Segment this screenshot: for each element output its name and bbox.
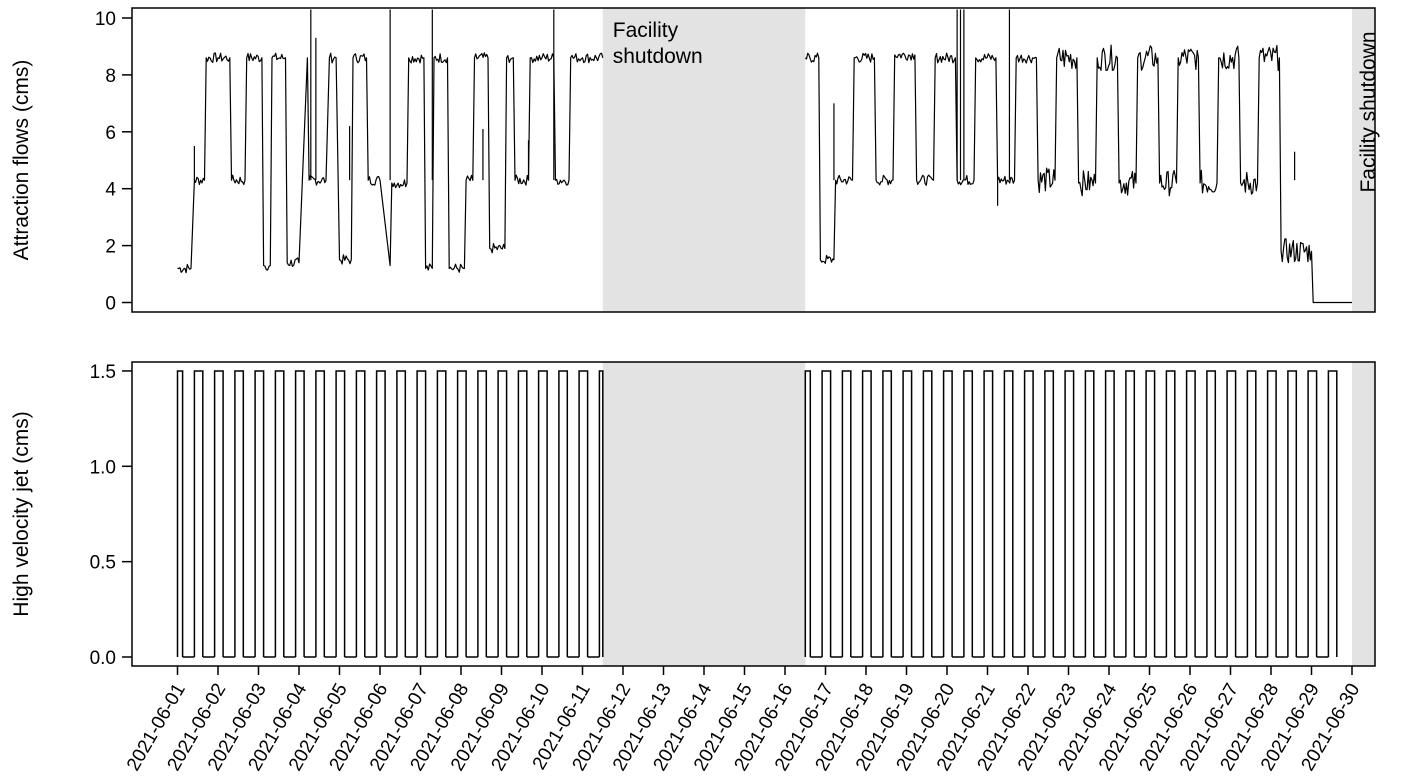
bottom-y-tick-label-0.0: 0.0 <box>90 648 116 669</box>
jet-on-pulse-33 <box>1003 370 1014 657</box>
jet-on-pulse-9 <box>335 370 346 657</box>
jet-on-pulse-36 <box>1064 370 1075 657</box>
bottom-y-tick-label-1.5: 1.5 <box>90 362 116 383</box>
jet-on-pulse-32 <box>983 370 994 657</box>
jet-on-pulse-34 <box>1023 370 1034 657</box>
jet-on-pulse-37 <box>1084 370 1095 657</box>
jet-on-pulse-46 <box>1266 370 1277 657</box>
jet-on-pulse-45 <box>1246 370 1257 657</box>
jet-on-pulse-30 <box>942 370 953 657</box>
jet-on-pulse-44 <box>1226 370 1237 657</box>
attraction-flow-series-2 <box>804 44 1352 304</box>
jet-on-pulse-28 <box>902 370 913 657</box>
jet-on-pulse-3 <box>213 370 224 657</box>
attraction-flow-series-1 <box>177 52 604 274</box>
jet-on-pulse-10 <box>355 370 366 657</box>
jet-on-pulse-29 <box>922 370 933 657</box>
top-y-tick-label-4: 4 <box>105 180 116 201</box>
top-shutdown-band-2 <box>1352 8 1375 312</box>
jet-on-pulse-13 <box>416 370 427 657</box>
bottom-y-tick-label-0.5: 0.5 <box>90 553 116 574</box>
jet-on-pulse-21 <box>578 370 589 657</box>
jet-on-pulse-24 <box>821 370 832 657</box>
jet-on-pulse-18 <box>517 370 528 657</box>
bottom-plot-frame <box>131 361 1376 667</box>
jet-on-pulse-20 <box>558 370 569 657</box>
jet-on-pulse-35 <box>1044 370 1055 657</box>
jet-on-pulse-43 <box>1206 370 1217 657</box>
jet-on-pulse-42 <box>1185 370 1196 657</box>
top-y-tick-label-8: 8 <box>105 66 116 87</box>
jet-on-pulse-8 <box>315 370 326 657</box>
jet-on-pulse-14 <box>436 370 447 657</box>
bottom-shutdown-band-1 <box>602 362 806 666</box>
jet-on-pulse-12 <box>396 370 407 657</box>
jet-on-pulse-38 <box>1104 370 1115 657</box>
jet-on-pulse-7 <box>294 370 305 657</box>
jet-on-pulse-5 <box>254 370 265 657</box>
jet-on-pulse-48 <box>1307 370 1318 657</box>
jet-on-pulse-15 <box>456 370 467 657</box>
jet-on-pulse-4 <box>234 370 245 657</box>
top-shutdown-band-1 <box>602 8 806 312</box>
top-y-tick-label-2: 2 <box>105 237 116 258</box>
jet-on-pulse-23 <box>804 370 812 657</box>
jet-on-pulse-17 <box>497 370 508 657</box>
shutdown-annotation-1-line-1: Facility <box>613 19 679 42</box>
bottom-shutdown-band-2 <box>1352 362 1375 666</box>
jet-on-pulse-2 <box>193 370 204 657</box>
jet-on-pulse-41 <box>1165 370 1176 657</box>
top-y-tick-label-6: 6 <box>105 123 116 144</box>
jet-on-pulse-31 <box>963 370 974 657</box>
jet-on-pulse-19 <box>537 370 548 657</box>
jet-on-pulse-40 <box>1145 370 1156 657</box>
jet-on-pulse-25 <box>841 370 852 657</box>
shutdown-annotation-2: Facility shutdown <box>1357 31 1380 192</box>
jet-on-pulse-47 <box>1287 370 1298 657</box>
jet-on-pulse-6 <box>274 370 285 657</box>
top-y-tick-label-0: 0 <box>105 294 116 315</box>
jet-on-pulse-16 <box>477 370 488 657</box>
jet-on-pulse-49 <box>1327 370 1338 657</box>
top-y-axis-title: Attraction flows (cms) <box>10 60 33 261</box>
top-y-tick-label-10: 10 <box>95 9 116 30</box>
bottom-y-tick-label-1.0: 1.0 <box>90 457 116 478</box>
top-plot-frame <box>131 7 1376 313</box>
jet-on-pulse-27 <box>882 370 893 657</box>
bottom-y-axis-title: High velocity jet (cms) <box>10 411 33 616</box>
shutdown-annotation-1-line-2: shutdown <box>613 45 703 68</box>
jet-on-pulse-1 <box>176 370 184 657</box>
jet-on-pulse-39 <box>1125 370 1136 657</box>
jet-on-pulse-22 <box>598 370 604 657</box>
jet-on-pulse-26 <box>861 370 872 657</box>
jet-on-pulse-11 <box>375 370 386 657</box>
